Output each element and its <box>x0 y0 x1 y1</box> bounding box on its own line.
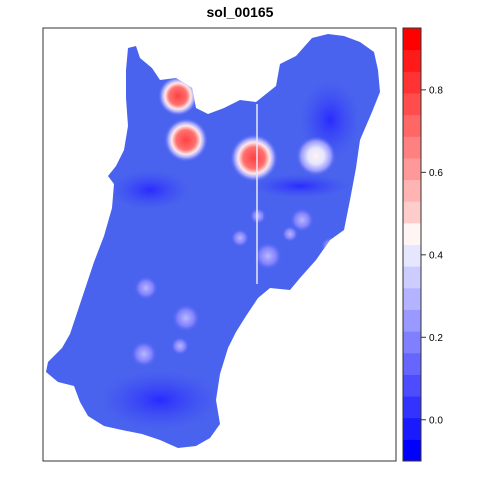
legend-swatch <box>403 352 421 375</box>
legend-swatch <box>403 374 421 397</box>
spot-mid-4 <box>282 226 298 242</box>
legend-swatch <box>403 49 421 72</box>
legend-ticks: 0.0 0.2 0.4 0.6 0.8 <box>421 85 443 426</box>
hotspot-north-west <box>158 76 198 116</box>
legend-swatch <box>403 417 421 440</box>
spot-south-1 <box>172 304 200 332</box>
map-title: sol_00165 <box>207 4 274 20</box>
spot-mid-3 <box>290 208 314 232</box>
spot-mid-1 <box>134 276 158 300</box>
spot-mid-2 <box>254 242 282 270</box>
color-legend: 0.0 0.2 0.4 0.6 0.8 <box>402 27 443 462</box>
legend-swatch <box>403 201 421 224</box>
spot-mid-6 <box>231 229 249 247</box>
legend-swatch <box>403 179 421 202</box>
spot-south-2 <box>131 341 157 367</box>
legend-swatch <box>403 396 421 419</box>
legend-tick-label: 0.4 <box>429 250 443 261</box>
legend-swatch <box>403 331 421 354</box>
low-zone-north <box>250 174 350 198</box>
legend-swatch <box>403 157 421 181</box>
legend-tick-label: 0.2 <box>429 333 443 344</box>
legend-tick-label: 0.6 <box>429 168 443 179</box>
low-zone-south <box>100 370 220 430</box>
hotspot-east <box>296 136 336 176</box>
region-map <box>46 34 380 448</box>
spot-mid-5 <box>321 237 339 255</box>
legend-frame <box>402 27 422 462</box>
hotspot-center <box>230 134 278 182</box>
legend-swatch <box>403 92 421 116</box>
legend-tick-label: 0.8 <box>429 85 443 96</box>
legend-swatch <box>403 266 421 289</box>
legend-swatch <box>403 71 421 94</box>
spot-south-3 <box>171 337 189 355</box>
legend-swatch <box>403 309 421 332</box>
legend-swatch <box>403 222 421 245</box>
legend-swatch <box>403 287 421 310</box>
legend-tick-label: 0.0 <box>429 415 443 426</box>
legend-swatch <box>403 439 421 462</box>
legend-swatch <box>403 28 421 51</box>
hotspot-west <box>164 118 208 162</box>
spot-mid-7 <box>307 261 325 279</box>
legend-swatch <box>403 136 421 159</box>
legend-swatch <box>403 114 421 137</box>
spot-north-1 <box>250 208 266 224</box>
map-frame <box>42 27 397 462</box>
region-shape <box>46 34 380 448</box>
low-zone-west <box>110 170 190 210</box>
legend-swatch <box>403 244 421 267</box>
legend-bar <box>403 28 421 462</box>
